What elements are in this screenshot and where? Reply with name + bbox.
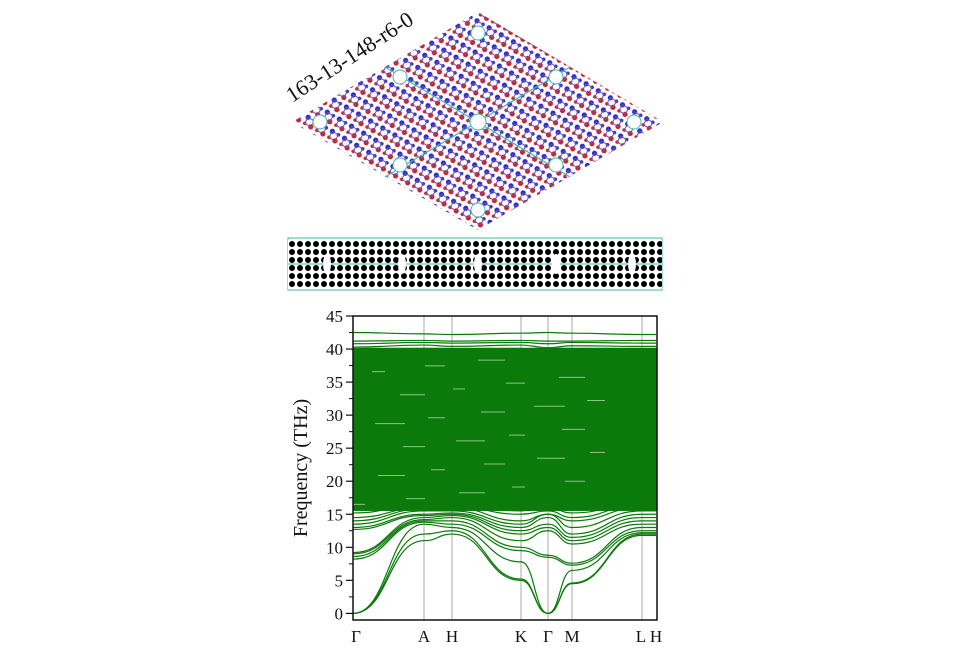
- y-tick-label: 40: [326, 340, 343, 359]
- y-tick-label: 35: [326, 373, 343, 392]
- y-tick-label: 5: [335, 571, 344, 590]
- y-axis-ticks: 0 5 10 15 20 25 30 35 40 45: [326, 307, 353, 623]
- plot-frame: [352, 315, 658, 621]
- x-tick-label: H: [446, 627, 458, 646]
- band-9: [353, 512, 656, 535]
- x-tick-label: Γ: [543, 627, 553, 646]
- x-tick-label: Γ: [351, 627, 361, 646]
- x-tick-label: K: [515, 627, 528, 646]
- y-tick-label: 0: [335, 604, 344, 623]
- band-15: [353, 341, 656, 345]
- y-tick-label: 10: [326, 538, 343, 557]
- structure-top-view: [292, 12, 663, 230]
- x-tick-label: M: [564, 627, 579, 646]
- y-tick-label: 20: [326, 472, 343, 491]
- band-12: [353, 503, 656, 519]
- band-16: [353, 339, 656, 342]
- x-tick-label: L: [636, 627, 646, 646]
- band-3: [353, 523, 656, 614]
- band-5: [353, 520, 656, 564]
- band-4: [353, 521, 656, 566]
- y-axis-label: Frequency (THz): [290, 399, 312, 537]
- band-11: [353, 507, 656, 522]
- band-13: [353, 501, 656, 514]
- band-7: [353, 514, 656, 554]
- structure-side-view: [287, 237, 663, 291]
- band-10: [353, 510, 656, 529]
- y-tick-label: 45: [326, 307, 343, 326]
- x-tick-label: H: [650, 627, 662, 646]
- y-tick-label: 30: [326, 406, 343, 425]
- band-6: [353, 516, 656, 555]
- band-2: [353, 530, 656, 614]
- band-lines: [353, 331, 657, 614]
- band-17: [353, 331, 656, 336]
- y-tick-label: 25: [326, 439, 343, 458]
- y-tick-label: 15: [326, 505, 343, 524]
- band-8: [353, 513, 656, 538]
- band-14: [353, 344, 656, 349]
- pore-rings: [312, 25, 642, 218]
- dense-band-region: [353, 347, 657, 511]
- x-tick-label: A: [418, 627, 431, 646]
